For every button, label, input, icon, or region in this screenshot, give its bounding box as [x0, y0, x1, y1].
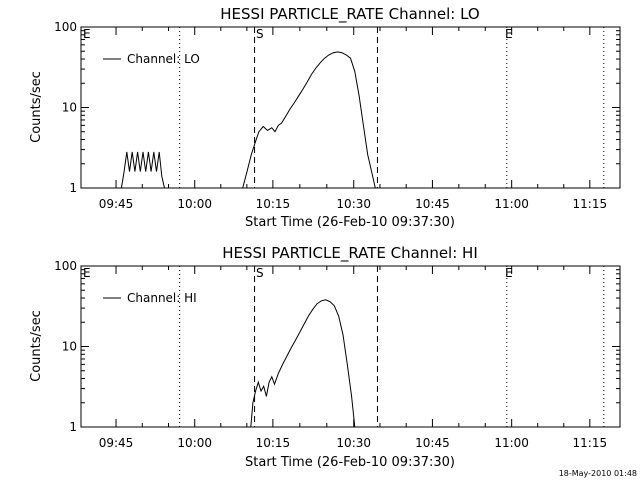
hi-y-tick-label: 1: [69, 420, 77, 434]
lo-x-tick-label: 10:45: [415, 197, 450, 211]
hi-y-tick-label: 100: [54, 259, 77, 273]
hi-data-lines: [250, 299, 356, 428]
hi-x-tick-label: 10:45: [415, 436, 450, 450]
lo-marker-e-left: E: [83, 27, 91, 41]
lo-channel-panel: HESSI PARTICLE_RATE Channel: LO 1 10 100 0…: [29, 5, 621, 230]
hi-time-markers: [179, 266, 605, 427]
hi-x-tick-label: 11:00: [494, 436, 529, 450]
hi-x-tick-label: 09:45: [99, 436, 134, 450]
lo-marker-e-right: E: [505, 27, 513, 41]
lo-x-tick-label: 11:00: [494, 197, 529, 211]
hi-y-axis: 1 10 100: [54, 259, 620, 434]
hi-channel-panel: HESSI PARTICLE_RATE Channel: HI 1 10 100 0…: [29, 244, 621, 470]
hi-chart-title: HESSI PARTICLE_RATE Channel: HI: [222, 244, 478, 263]
lo-y-tick-label: 100: [54, 20, 77, 34]
lo-x-tick-label: 09:45: [99, 197, 134, 211]
lo-chart-title: HESSI PARTICLE_RATE Channel: LO: [220, 5, 479, 24]
lo-data-lines: [120, 51, 376, 189]
hi-series-segment-0: [250, 299, 356, 428]
hi-x-tick-label: 10:00: [177, 436, 212, 450]
footer-timestamp: 18-May-2010 01:48: [559, 469, 637, 478]
hi-y-axis-label: Counts/sec: [29, 310, 44, 382]
lo-x-tick-label: 10:30: [336, 197, 371, 211]
lo-time-markers: [179, 27, 605, 188]
hi-x-tick-label: 11:15: [573, 436, 608, 450]
lo-x-axis: 09:45 10:00 10:15 10:30 10:45 11:00 11:15: [99, 27, 607, 211]
hi-x-axis-label: Start Time (26-Feb-10 09:37:30): [245, 455, 455, 470]
lo-marker-s: S: [256, 27, 264, 41]
lo-x-axis-label: Start Time (26-Feb-10 09:37:30): [245, 215, 455, 230]
lo-y-axis-label: Counts/sec: [29, 71, 44, 143]
lo-x-tick-label: 11:15: [573, 197, 608, 211]
lo-x-tick-label: 10:15: [256, 197, 291, 211]
lo-y-axis: 1 10 100: [54, 20, 620, 195]
lo-y-tick-label: 1: [69, 181, 77, 195]
hi-x-tick-label: 10:30: [336, 436, 371, 450]
lo-x-tick-label: 10:00: [177, 197, 212, 211]
lo-series-segment-0: [120, 151, 165, 189]
hi-x-tick-label: 10:15: [256, 436, 291, 450]
hi-y-tick-label: 10: [62, 340, 77, 354]
hi-x-axis: 09:45 10:00 10:15 10:30 10:45 11:00 11:15: [99, 266, 607, 450]
hi-marker-e-left: E: [83, 266, 91, 280]
lo-series-segment-1: [242, 51, 376, 189]
hi-legend-label: Channel: HI: [127, 291, 197, 305]
lo-y-tick-label: 10: [62, 101, 77, 115]
lo-legend-label: Channel: LO: [127, 52, 200, 66]
hi-marker-s: S: [256, 266, 264, 280]
hi-marker-e-right: E: [505, 266, 513, 280]
